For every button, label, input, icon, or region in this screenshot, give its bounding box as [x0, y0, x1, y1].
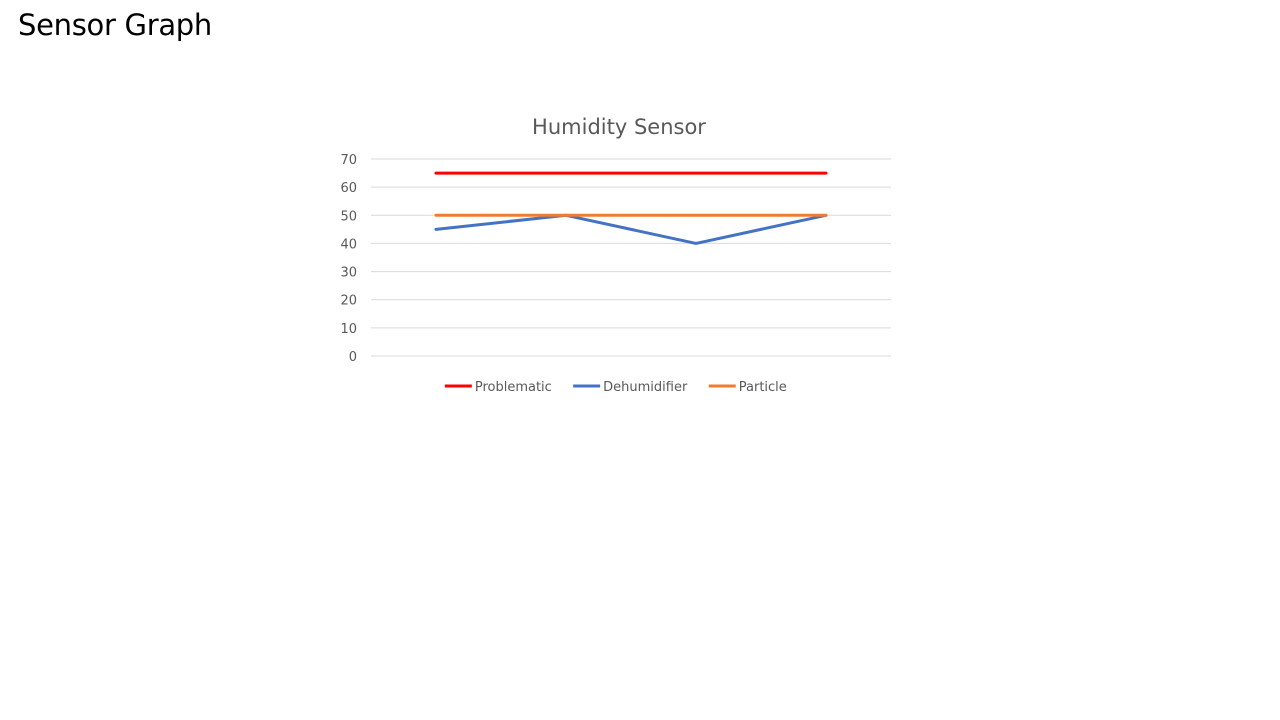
legend: Problematic Dehumidifier Particle [444, 380, 787, 395]
legend-label: Dehumidifier [603, 380, 688, 395]
y-axis-ticks: 0 10 20 30 40 50 60 70 [340, 153, 357, 365]
chart-title: Humidity Sensor [532, 115, 706, 139]
y-tick-label: 70 [340, 153, 357, 168]
legend-label: Particle [739, 380, 787, 395]
gridlines [371, 158, 891, 357]
legend-item: Problematic [444, 380, 552, 395]
y-tick-label: 50 [340, 209, 357, 224]
y-tick-label: 20 [340, 294, 357, 309]
y-tick-label: 40 [340, 237, 357, 252]
legend-item: Dehumidifier [573, 380, 688, 395]
legend-item: Particle [708, 380, 787, 395]
y-tick-label: 10 [340, 322, 357, 337]
series-lines [434, 171, 828, 245]
series-line [434, 213, 828, 245]
y-tick-label: 30 [340, 266, 357, 281]
y-tick-label: 60 [340, 181, 357, 196]
slide-title: Sensor Graph [18, 8, 212, 42]
legend-label: Problematic [475, 380, 552, 395]
series-dehumidifier [434, 213, 828, 245]
y-tick-label: 0 [349, 350, 357, 365]
